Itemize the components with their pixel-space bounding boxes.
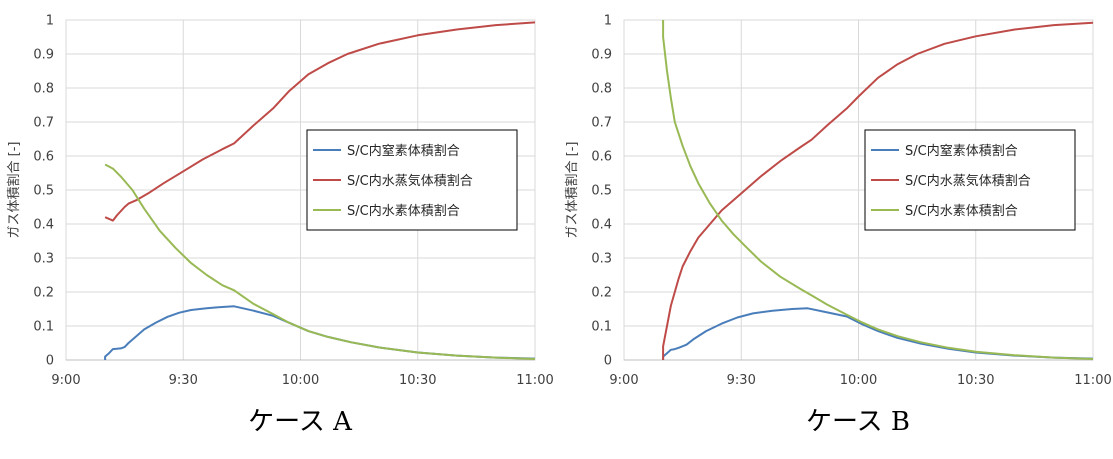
legend-label: S/C内窒素体積割合 <box>347 143 460 159</box>
x-tick-label: 9:00 <box>609 373 638 388</box>
legend-box <box>864 129 1076 231</box>
legend-label: S/C内水蒸気体積割合 <box>347 173 473 189</box>
series-line-2 <box>662 20 1094 360</box>
y-tick-label: 0 <box>46 354 54 369</box>
chart-caption: ケース A <box>248 407 353 437</box>
series-line-0 <box>662 307 1094 360</box>
y-tick-label: 0.6 <box>33 150 54 165</box>
legend: S/C内窒素体積割合 S/C内水蒸気体積割合 S/C内水素体積割合 <box>306 129 518 231</box>
y-tick-label: 0.8 <box>591 82 612 97</box>
y-tick-label: 0.9 <box>33 48 54 63</box>
legend-label: S/C内水蒸気体積割合 <box>905 173 1031 189</box>
y-tick-label: 0.1 <box>33 320 54 335</box>
x-tick-label: 9:30 <box>169 373 198 388</box>
chart-caption: ケース B <box>806 407 910 437</box>
series-line-1 <box>662 21 1094 360</box>
y-tick-label: 1 <box>604 14 612 29</box>
y-tick-label: 0.6 <box>591 150 612 165</box>
y-tick-label: 0.7 <box>591 116 612 131</box>
y-tick-label: 0.8 <box>33 82 54 97</box>
y-tick-label: 0.2 <box>591 286 612 301</box>
y-tick-label: 0.4 <box>591 218 612 233</box>
y-tick-label: 0.5 <box>33 184 54 199</box>
x-tick-label: 9:30 <box>727 373 756 388</box>
y-tick-label: 0.1 <box>591 320 612 335</box>
y-axis-title: ガス体積割合 [-] <box>564 142 580 239</box>
legend-label: S/C内水素体積割合 <box>347 203 460 219</box>
series-line-2 <box>104 163 536 360</box>
x-tick-label: 11:00 <box>1074 373 1111 388</box>
x-tick-label: 9:00 <box>51 373 80 388</box>
series-line-1 <box>104 21 536 222</box>
y-axis-title: ガス体積割合 [-] <box>6 142 22 239</box>
legend-label: S/C内窒素体積割合 <box>905 143 1018 159</box>
y-tick-label: 0.3 <box>591 252 612 267</box>
x-tick-label: 10:30 <box>399 373 436 388</box>
x-tick-label: 10:30 <box>957 373 994 388</box>
x-tick-label: 10:00 <box>840 373 877 388</box>
legend-box <box>306 129 518 231</box>
y-tick-label: 0.3 <box>33 252 54 267</box>
y-tick-label: 0 <box>604 354 612 369</box>
legend: S/C内窒素体積割合 S/C内水蒸気体積割合 S/C内水素体積割合 <box>864 129 1076 231</box>
series-line-0 <box>104 305 536 360</box>
y-tick-label: 0.7 <box>33 116 54 131</box>
y-tick-label: 0.4 <box>33 218 54 233</box>
y-tick-label: 0.9 <box>591 48 612 63</box>
chart-panel-0: 0 0.1 0.2 0.3 0.4 0.5 0.6 0.7 0.8 0.9 1 9:00 9:30 10:… <box>6 14 554 438</box>
x-tick-label: 10:00 <box>282 373 319 388</box>
x-tick-label: 11:00 <box>516 373 553 388</box>
chart-panel-1: 0 0.1 0.2 0.3 0.4 0.5 0.6 0.7 0.8 0.9 1 9:00 9:30 10:… <box>564 14 1112 438</box>
y-tick-label: 0.5 <box>591 184 612 199</box>
legend-label: S/C内水素体積割合 <box>905 203 1018 219</box>
y-tick-label: 1 <box>46 14 54 29</box>
y-tick-label: 0.2 <box>33 286 54 301</box>
